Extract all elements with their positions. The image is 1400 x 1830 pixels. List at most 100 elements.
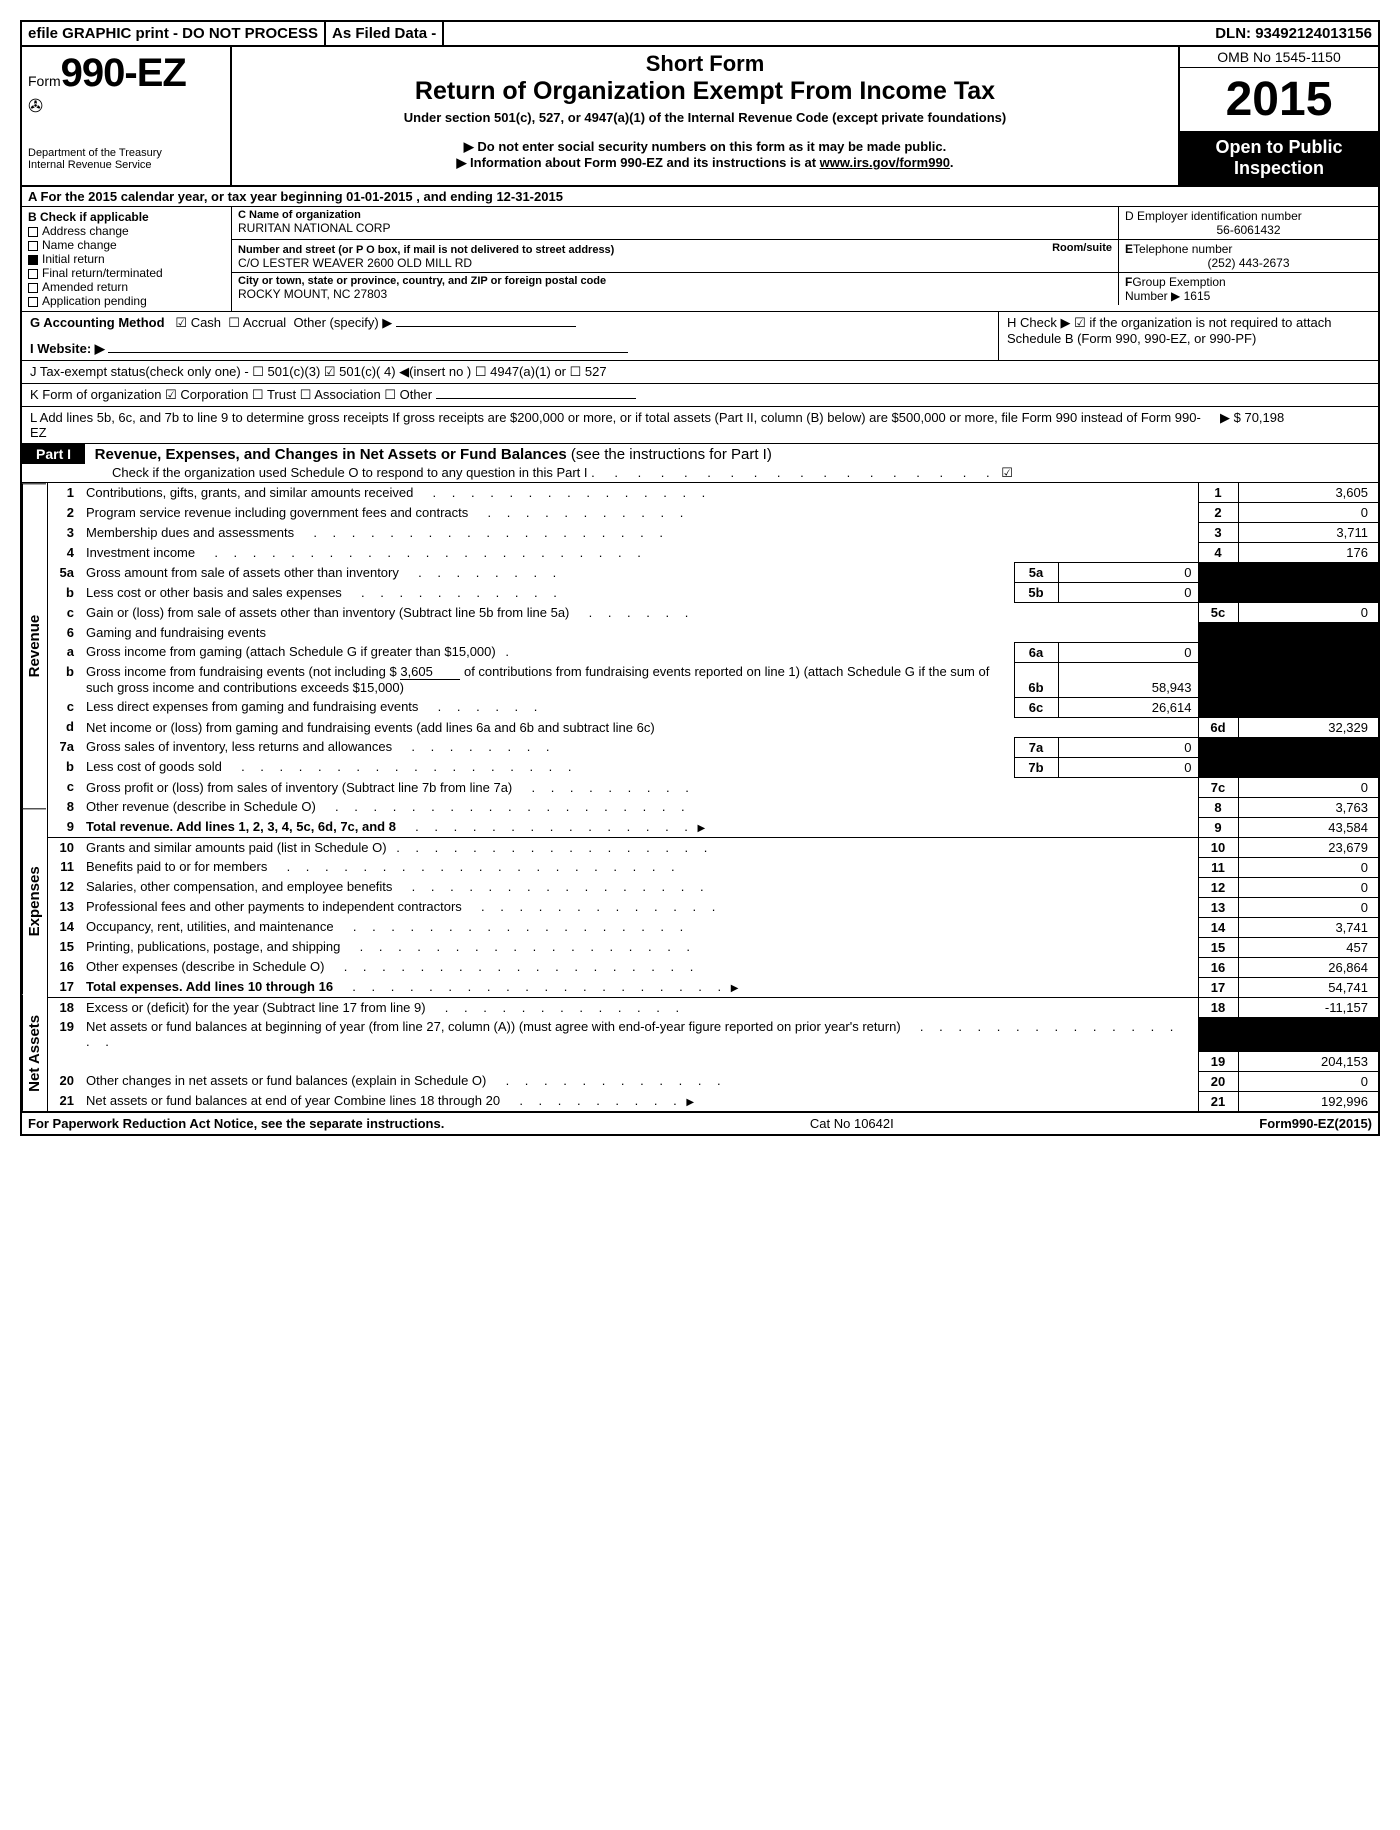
line-j: J Tax-exempt status(check only one) - ☐ … <box>22 361 1378 384</box>
cb-amended-return[interactable]: Amended return <box>28 280 225 294</box>
cb-accrual[interactable]: ☐ Accrual <box>228 315 286 330</box>
line-6c-sv: 26,614 <box>1058 697 1198 717</box>
line-5b-sc: 5b <box>1014 583 1058 603</box>
cb-accrual-label: Accrual <box>243 315 286 330</box>
ein-value: 56-6061432 <box>1125 223 1372 237</box>
cb-amended-return-label: Amended return <box>42 280 128 294</box>
line-6: 6 Gaming and fundraising events <box>48 623 1378 643</box>
box-f: FGroup Exemption Number ▶ 1615 <box>1118 273 1378 305</box>
line-7b: b Less cost of goods sold . . . . . . . … <box>48 757 1378 777</box>
line-12-rn: 12 <box>1198 877 1238 897</box>
line-17: 17 Total expenses. Add lines 10 through … <box>48 977 1378 997</box>
warning-ssn: ▶ Do not enter social security numbers o… <box>240 139 1170 155</box>
cb-address-change-label: Address change <box>42 224 129 238</box>
line-18-num: 18 <box>48 997 82 1017</box>
line-16: 16 Other expenses (describe in Schedule … <box>48 957 1378 977</box>
line-8: 8 Other revenue (describe in Schedule O)… <box>48 797 1378 817</box>
part-i-check-text: Check if the organization used Schedule … <box>112 465 588 480</box>
cb-final-return[interactable]: Final return/terminated <box>28 266 225 280</box>
line-5c-rn: 5c <box>1198 603 1238 623</box>
line-13: 13 Professional fees and other payments … <box>48 897 1378 917</box>
line-2: 2 Program service revenue including gove… <box>48 503 1378 523</box>
line-l-amt-val: 70,198 <box>1244 410 1284 425</box>
cb-address-change[interactable]: Address change <box>28 224 225 238</box>
cb-cash[interactable]: ☑ Cash <box>175 315 221 330</box>
part-i-dots: . . . . . . . . . . . . . . . . . . <box>591 465 997 480</box>
header-left: Form990-EZ ✇ Department of the Treasury … <box>22 47 232 185</box>
line-19-val: 204,153 <box>1238 1051 1378 1071</box>
cb-application-pending[interactable]: Application pending <box>28 294 225 308</box>
line-7c-desc: Gross profit or (loss) from sales of inv… <box>86 780 512 795</box>
website-input[interactable] <box>108 352 628 353</box>
tax-year: 2015 <box>1180 68 1378 131</box>
header-mid: Short Form Return of Organization Exempt… <box>232 47 1178 185</box>
info-text: ▶ Information about Form 990-EZ and its … <box>456 155 819 170</box>
part-i-header: Part I Revenue, Expenses, and Changes in… <box>22 444 1378 483</box>
line-19-num: 19 <box>48 1017 82 1051</box>
irs-link[interactable]: www.irs.gov/form990 <box>820 155 950 170</box>
box-c-street: Number and street (or P O box, if mail i… <box>232 240 1118 272</box>
line-19-blk2 <box>1238 1017 1378 1051</box>
cb-initial-return[interactable]: Initial return <box>28 252 225 266</box>
line-7c-val: 0 <box>1238 777 1378 797</box>
line-3-val: 3,711 <box>1238 523 1378 543</box>
line-6c: c Less direct expenses from gaming and f… <box>48 697 1378 717</box>
line-14-rn: 14 <box>1198 917 1238 937</box>
ein-label: D Employer identification number <box>1125 209 1372 223</box>
line-6a-desc: Gross income from gaming (attach Schedul… <box>86 644 496 659</box>
line-20-num: 20 <box>48 1071 82 1091</box>
line-15-rn: 15 <box>1198 937 1238 957</box>
cb-other-method[interactable]: Other (specify) ▶ <box>293 315 392 330</box>
as-filed: As Filed Data - <box>326 22 444 45</box>
section-a-text2: , and ending <box>416 189 496 204</box>
line-l-amount: ▶ $ 70,198 <box>1210 410 1370 440</box>
line-1-val: 3,605 <box>1238 483 1378 503</box>
line-11: 11 Benefits paid to or for members . . .… <box>48 857 1378 877</box>
line-6d: d Net income or (loss) from gaming and f… <box>48 717 1378 737</box>
line-9-rn: 9 <box>1198 817 1238 837</box>
line-21-val: 192,996 <box>1238 1091 1378 1111</box>
line-6-num: 6 <box>48 623 82 643</box>
line-11-val: 0 <box>1238 857 1378 877</box>
line-7c-rn: 7c <box>1198 777 1238 797</box>
line-6a-sv: 0 <box>1058 642 1198 662</box>
part-i-checkbox[interactable]: ☑ <box>1001 465 1013 480</box>
line-19-desc: Net assets or fund balances at beginning… <box>86 1019 901 1034</box>
line-21: 21 Net assets or fund balances at end of… <box>48 1091 1378 1111</box>
line-9-val: 43,584 <box>1238 817 1378 837</box>
open-l2: Inspection <box>1234 158 1324 178</box>
section-a-taxyear: A For the 2015 calendar year, or tax yea… <box>22 187 1378 207</box>
group-exemption-label: Group Exemption <box>1132 275 1225 289</box>
line-18-rn: 18 <box>1198 997 1238 1017</box>
line-i-label: I Website: ▶ <box>30 341 105 356</box>
line-5b-sv: 0 <box>1058 583 1198 603</box>
org-other-input[interactable] <box>436 398 636 399</box>
line-5b-num: b <box>48 583 82 603</box>
other-method-input[interactable] <box>396 326 576 327</box>
cb-name-change-label: Name change <box>42 238 117 252</box>
line-6b-sc: 6b <box>1014 662 1058 697</box>
line-7a-blk <box>1198 737 1238 757</box>
form-no-big: 990-EZ <box>61 51 186 95</box>
line-13-desc: Professional fees and other payments to … <box>86 899 462 914</box>
cb-cash-label: Cash <box>191 315 221 330</box>
box-d: D Employer identification number 56-6061… <box>1118 207 1378 239</box>
box-e: ETelephone number (252) 443-2673 <box>1118 240 1378 272</box>
line-6c-blk2 <box>1238 697 1378 717</box>
line-14-desc: Occupancy, rent, utilities, and maintena… <box>86 919 334 934</box>
page-footer: For Paperwork Reduction Act Notice, see … <box>22 1111 1378 1134</box>
line-7c: c Gross profit or (loss) from sales of i… <box>48 777 1378 797</box>
line-18-val: -11,157 <box>1238 997 1378 1017</box>
line-2-desc: Program service revenue including govern… <box>86 505 468 520</box>
footer-left: For Paperwork Reduction Act Notice, see … <box>28 1116 444 1131</box>
line-6a-blk2 <box>1238 642 1378 662</box>
line-17-desc: Total expenses. Add lines 10 through 16 <box>86 979 333 994</box>
line-2-val: 0 <box>1238 503 1378 523</box>
line-5a-blk2 <box>1238 563 1378 583</box>
lines-table: 1 Contributions, gifts, grants, and simi… <box>48 483 1378 1111</box>
line-12-desc: Salaries, other compensation, and employ… <box>86 879 392 894</box>
row-g-h: G Accounting Method ☑ Cash ☐ Accrual Oth… <box>22 312 1378 361</box>
line-20-val: 0 <box>1238 1071 1378 1091</box>
line-19-rn: 19 <box>1198 1051 1238 1071</box>
cb-name-change[interactable]: Name change <box>28 238 225 252</box>
